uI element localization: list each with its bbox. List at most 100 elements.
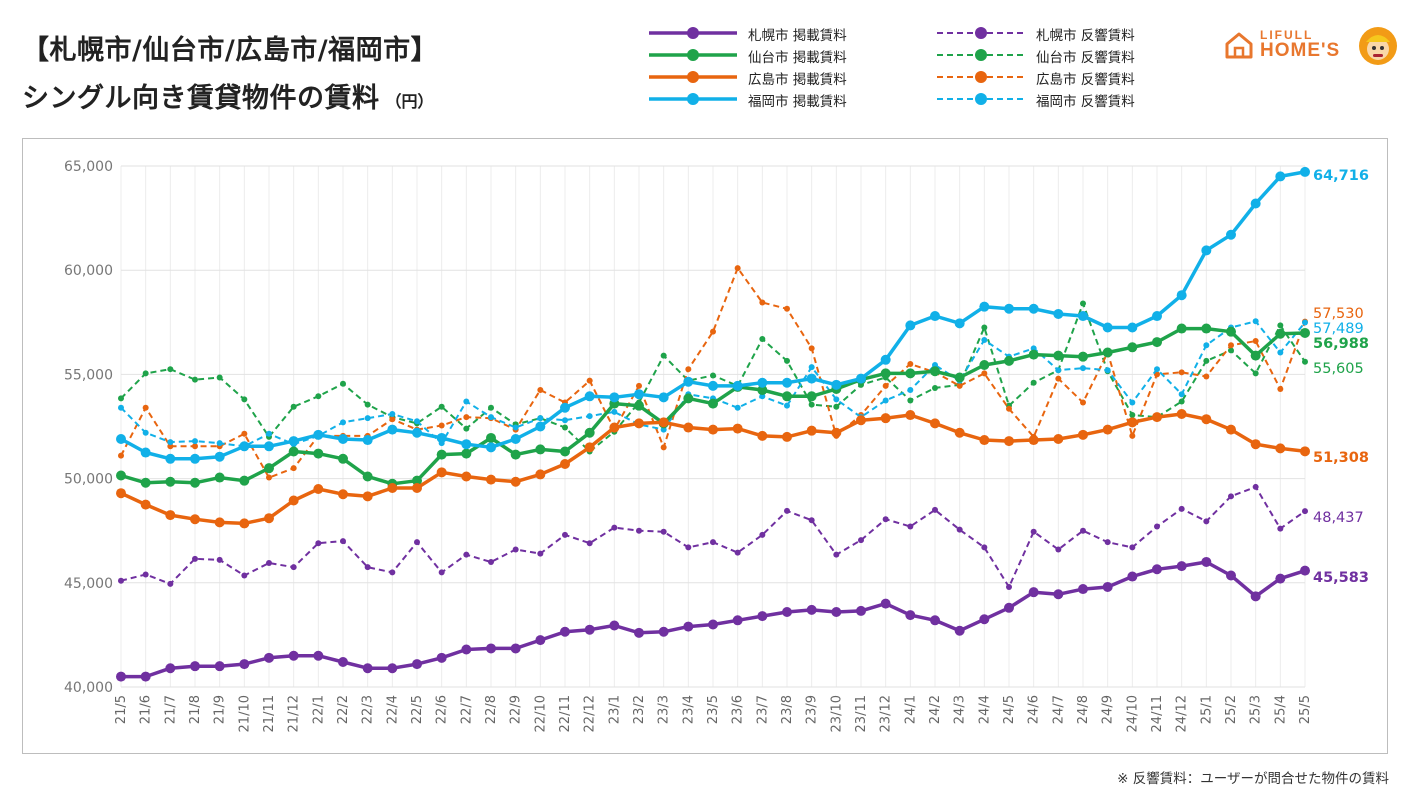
end-value-label: 56,988 [1313,336,1369,352]
data-point [167,439,174,446]
data-point [683,393,694,404]
data-point [560,459,570,470]
data-point [979,360,990,371]
data-point [142,404,149,411]
data-point [1277,349,1284,356]
data-point [190,661,200,672]
data-point [1226,229,1236,240]
x-tick-label: 23/5 [706,695,721,724]
data-point [216,556,223,563]
data-point [584,391,595,402]
data-point [979,301,990,312]
data-point [387,424,398,435]
data-point [1030,528,1037,535]
data-point [290,403,297,410]
data-point [214,517,225,528]
legend-swatch [937,27,1025,39]
data-point [880,368,891,379]
data-point [338,656,348,667]
data-point [142,429,149,436]
data-point [1203,342,1210,349]
y-tick-label: 60,000 [64,263,113,279]
data-point [510,434,521,445]
logo-text-lifull: LIFULL [1260,28,1314,42]
legend-label: 広島市 反響賃料 [1036,72,1135,88]
data-point [1178,398,1185,405]
data-point [1004,303,1014,314]
data-point [338,489,348,500]
data-point [831,379,842,390]
data-point [1053,308,1064,319]
data-point [882,382,889,389]
data-point [856,605,866,616]
data-point [340,538,346,545]
legend-swatch [937,49,1025,61]
data-point [831,606,842,617]
data-point [586,413,593,420]
data-point [389,410,396,417]
legend-item: 広島市 掲載賃料 [645,66,905,88]
data-point [907,360,914,367]
data-point [732,423,743,434]
x-tick-label: 23/9 [805,695,820,724]
data-point [463,414,470,421]
x-tick-label: 23/6 [731,695,746,724]
data-point [118,577,124,584]
x-tick-label: 23/3 [657,695,672,724]
x-tick-label: 23/2 [632,695,647,724]
x-tick-label: 23/10 [829,695,844,732]
data-point [364,564,371,571]
legend-swatch [937,93,1025,105]
data-point [288,446,299,457]
data-point [1152,337,1162,348]
legend-label: 広島市 掲載賃料 [748,72,847,88]
data-point [907,397,914,404]
data-point [1006,405,1012,412]
data-point [340,419,346,426]
footnote: ※ 反響賃料：ユーザーが問合せた物件の賃料 [1117,771,1389,787]
legend-swatch [937,71,1025,83]
data-point [856,415,866,426]
data-point [833,403,840,410]
data-point [1028,435,1039,446]
data-point [165,476,176,487]
legend-swatch [649,49,737,61]
data-point [214,472,225,483]
data-point [560,446,570,457]
data-point [1252,338,1259,345]
data-point [1226,326,1236,337]
data-point [981,544,988,551]
data-point [905,320,916,331]
data-point [634,418,644,429]
logo-text-homes: HOME'S [1260,40,1341,61]
data-point [954,318,965,329]
legend-label: 福岡市 掲載賃料 [748,94,847,110]
data-point [239,659,250,670]
x-tick-label: 24/6 [1027,695,1042,724]
end-value-label: 64,716 [1313,168,1369,184]
data-point [979,614,990,625]
data-point [882,397,889,404]
data-point [734,404,741,411]
data-point [831,427,842,438]
data-point [1102,322,1113,333]
data-point [362,471,373,482]
data-point [808,364,815,371]
data-point [1078,429,1088,440]
data-point [192,376,198,383]
y-tick-label: 45,000 [64,576,113,592]
x-tick-label: 24/7 [1051,695,1066,724]
x-tick-label: 22/2 [336,695,351,724]
data-point [140,671,151,682]
data-point [239,475,250,486]
data-point [436,449,447,460]
data-point [930,418,940,429]
data-point [1080,399,1086,406]
data-point [118,404,124,411]
data-point [880,354,891,365]
data-point [241,396,248,403]
data-point [757,377,768,388]
x-tick-label: 23/4 [681,695,696,724]
data-point [1226,424,1236,435]
data-point [116,470,126,481]
